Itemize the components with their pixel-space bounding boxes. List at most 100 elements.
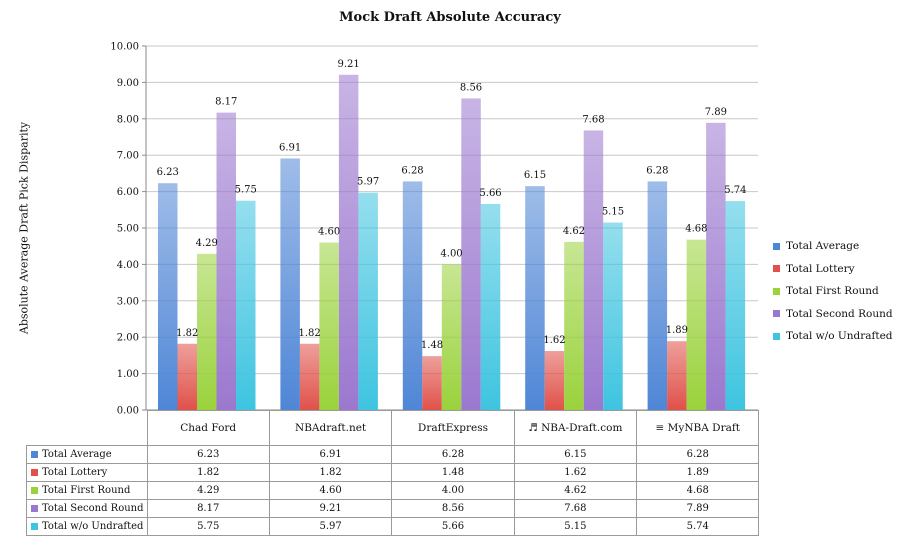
y-tick-label: 6.00 (117, 187, 139, 198)
table-row-label: Total Second Round (26, 499, 148, 518)
data-label: 4.29 (196, 238, 218, 249)
data-label: 8.56 (460, 82, 482, 93)
data-label: 1.82 (176, 328, 198, 339)
table-row: Total First Round 4.29 4.60 4.00 4.62 4.68 (26, 481, 760, 500)
table-column-header: DraftExpress (391, 410, 515, 446)
y-axis-ticks: 0.001.002.003.004.005.006.007.008.009.00… (110, 42, 139, 417)
table-row: Total Second Round 8.17 9.21 8.56 7.68 7.89 (26, 499, 760, 518)
table-column-header: Chad Ford (146, 410, 270, 446)
bar (480, 203, 501, 410)
data-label: 5.97 (357, 177, 379, 188)
data-label: 1.62 (543, 335, 565, 346)
data-label: 4.68 (685, 224, 707, 235)
data-label: 6.28 (401, 165, 423, 176)
bar (583, 130, 604, 410)
legend-label: Total Second Round (786, 307, 893, 320)
table-cell: 4.60 (268, 481, 393, 500)
table-cell: 6.23 (146, 445, 270, 464)
data-label: 1.89 (666, 325, 688, 336)
bar (236, 200, 256, 410)
legend-swatch (773, 310, 780, 318)
table-cell: 7.89 (636, 499, 760, 518)
table-row-label: Total w/o Undrafted (26, 517, 148, 536)
legend-swatch (773, 242, 780, 250)
table-row: Total Lottery 1.82 1.82 1.48 1.62 1.89 (26, 463, 760, 482)
table-cell: 5.66 (391, 517, 515, 536)
data-label: 9.21 (338, 59, 360, 70)
bar (667, 341, 687, 410)
bar (422, 356, 442, 410)
table-row: Total Average 6.23 6.91 6.28 6.15 6.28 (26, 445, 760, 464)
table-row-label: Total First Round (26, 481, 148, 500)
y-tick-label: 3.00 (117, 296, 139, 307)
table-body: Total Average 6.23 6.91 6.28 6.15 6.28 Total L… (26, 445, 760, 536)
data-label: 4.00 (440, 248, 462, 259)
bar (461, 98, 481, 410)
data-label: 4.62 (563, 226, 585, 237)
table-column-header: ♬ NBA-Draft.com (513, 410, 638, 446)
table-row-swatch (31, 523, 38, 530)
bar (706, 122, 726, 410)
table-cell: 1.62 (513, 463, 638, 482)
legend-swatch (773, 265, 780, 273)
legend-label: Total Average (786, 240, 860, 253)
table-column-header: NBAdraft.net (268, 410, 393, 446)
table-cell: 5.97 (268, 517, 393, 536)
legend-label: Total First Round (786, 285, 879, 298)
table-column-header: ≡ MyNBA Draft (636, 410, 760, 446)
table-row-swatch (31, 469, 38, 476)
table-cell: 6.28 (391, 445, 515, 464)
table-row-label-text: Total Lottery (42, 467, 108, 478)
table-cell: 4.68 (636, 481, 760, 500)
table-cell: 6.28 (636, 445, 760, 464)
table-row-label: Total Average (26, 445, 148, 464)
table-cell: 4.29 (146, 481, 270, 500)
bar (686, 239, 707, 410)
bar (564, 241, 584, 410)
legend-item: Total Lottery (773, 258, 893, 281)
table-cell: 8.56 (391, 499, 515, 518)
table-row-swatch (31, 487, 38, 494)
legend-item: Total Second Round (773, 303, 893, 326)
bar (402, 181, 423, 410)
table-header-row: Chad Ford NBAdraft.net DraftExpress ♬ NBA-D… (26, 410, 760, 446)
table-row-label-text: Total Average (42, 449, 112, 460)
legend-label: Total Lottery (786, 262, 855, 275)
bar (647, 181, 668, 410)
bar (338, 74, 359, 411)
data-labels: 6.23 6.91 6.28 6.15 6.28 1.82 1.82 1.48 1.62 1.89… (157, 59, 747, 351)
table-cell: 5.74 (636, 517, 760, 536)
data-label: 7.68 (582, 114, 604, 125)
table-cell: 1.89 (636, 463, 760, 482)
data-label: 5.75 (235, 185, 257, 196)
data-label: 4.60 (318, 227, 340, 238)
data-label: 1.48 (421, 340, 443, 351)
bar (319, 242, 339, 410)
bar (725, 201, 746, 410)
y-tick-label: 10.00 (110, 42, 139, 53)
legend: Total Average Total Lottery Total First Ro… (773, 235, 893, 348)
bar (441, 264, 462, 410)
y-tick-label: 7.00 (117, 151, 139, 162)
bar (158, 183, 178, 410)
chart-title: Mock Draft Absolute Accuracy (339, 10, 561, 25)
legend-item: Total Average (773, 235, 893, 258)
y-tick-label: 5.00 (117, 224, 139, 235)
table-cell: 1.48 (391, 463, 515, 482)
bar (603, 222, 623, 410)
bar (544, 351, 565, 410)
table-cell: 6.91 (268, 445, 393, 464)
table-row-swatch (31, 505, 38, 512)
y-tick-label: 2.00 (117, 333, 139, 344)
data-label: 6.28 (646, 165, 668, 176)
table-cell: 6.15 (513, 445, 638, 464)
legend-label: Total w/o Undrafted (786, 330, 893, 343)
data-label: 8.17 (215, 97, 237, 108)
data-table: Chad Ford NBAdraft.net DraftExpress ♬ NBA-D… (26, 410, 760, 536)
table-cell: 1.82 (146, 463, 270, 482)
bar (216, 112, 236, 410)
table-row: Total w/o Undrafted 5.75 5.97 5.66 5.15 5.74 (26, 517, 760, 536)
y-tick-label: 4.00 (117, 260, 139, 271)
bar (177, 343, 197, 410)
